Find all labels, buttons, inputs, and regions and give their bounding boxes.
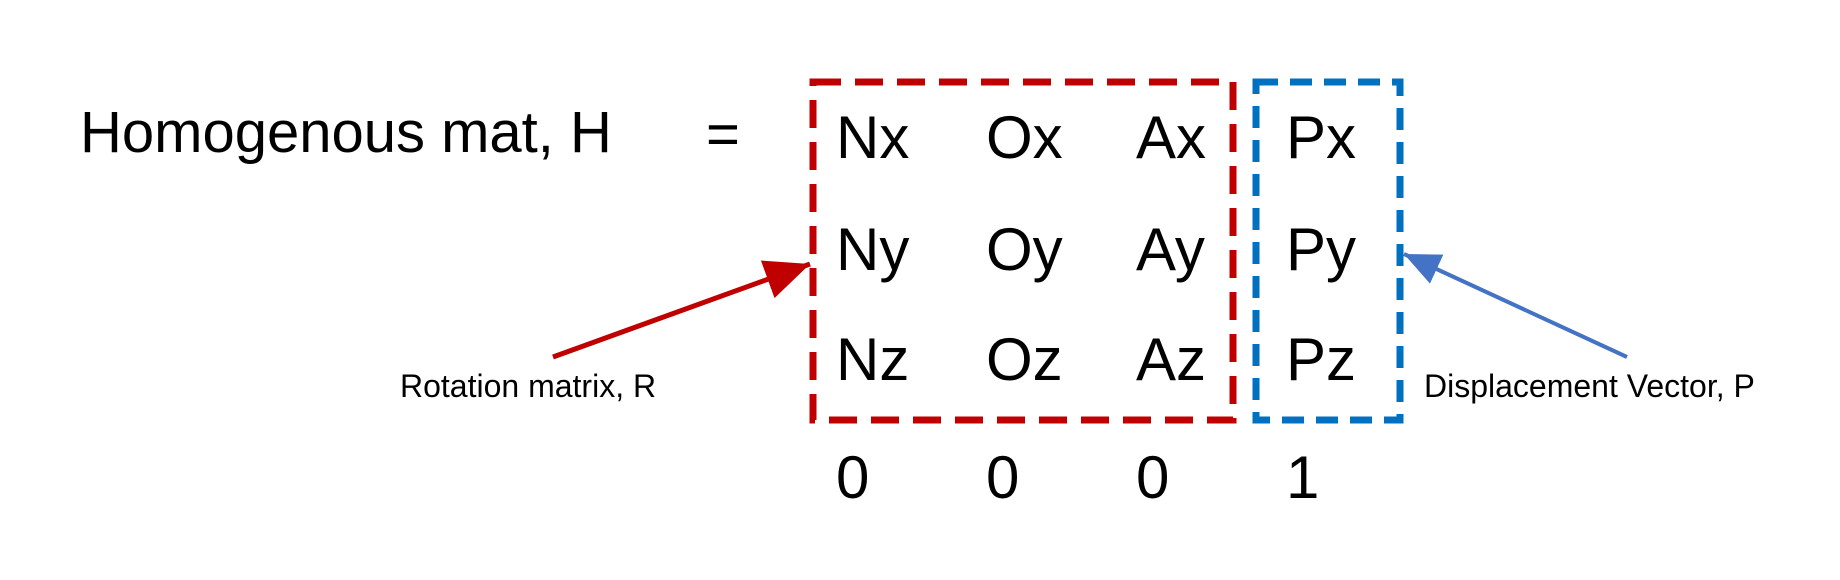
matrix-cell: Pz	[1286, 326, 1357, 393]
matrix-cell: Ax	[1136, 104, 1207, 171]
matrix-cell: Oy	[986, 216, 1063, 283]
matrix-cell: Ay	[1136, 216, 1205, 283]
matrix-cell: 0	[986, 444, 1020, 511]
matrix-cell: Nx	[836, 104, 910, 171]
matrix-cell: Oz	[986, 326, 1063, 393]
rotation-matrix-box	[809, 78, 1237, 424]
matrix-cell: Az	[1136, 326, 1207, 393]
matrix-cell: 1	[1286, 444, 1320, 511]
rotation-arrow	[552, 260, 811, 360]
displacement-arrow	[1403, 252, 1628, 359]
matrix-cell: 0	[1136, 444, 1170, 511]
matrix-cell: Ox	[986, 104, 1063, 171]
displacement-vector-label: Displacement Vector, P	[1424, 368, 1755, 404]
matrix-name: Homogenous mat, H	[80, 100, 612, 165]
matrix-cell: Py	[1286, 216, 1357, 283]
matrix-cell: Px	[1286, 104, 1357, 171]
displacement-vector-box	[1252, 78, 1404, 424]
equals-sign: =	[706, 102, 740, 167]
rotation-matrix-label: Rotation matrix, R	[400, 368, 657, 404]
matrix-cell: 0	[836, 444, 870, 511]
matrix-cell: Nz	[836, 326, 910, 393]
matrix-cell: Ny	[836, 216, 910, 283]
